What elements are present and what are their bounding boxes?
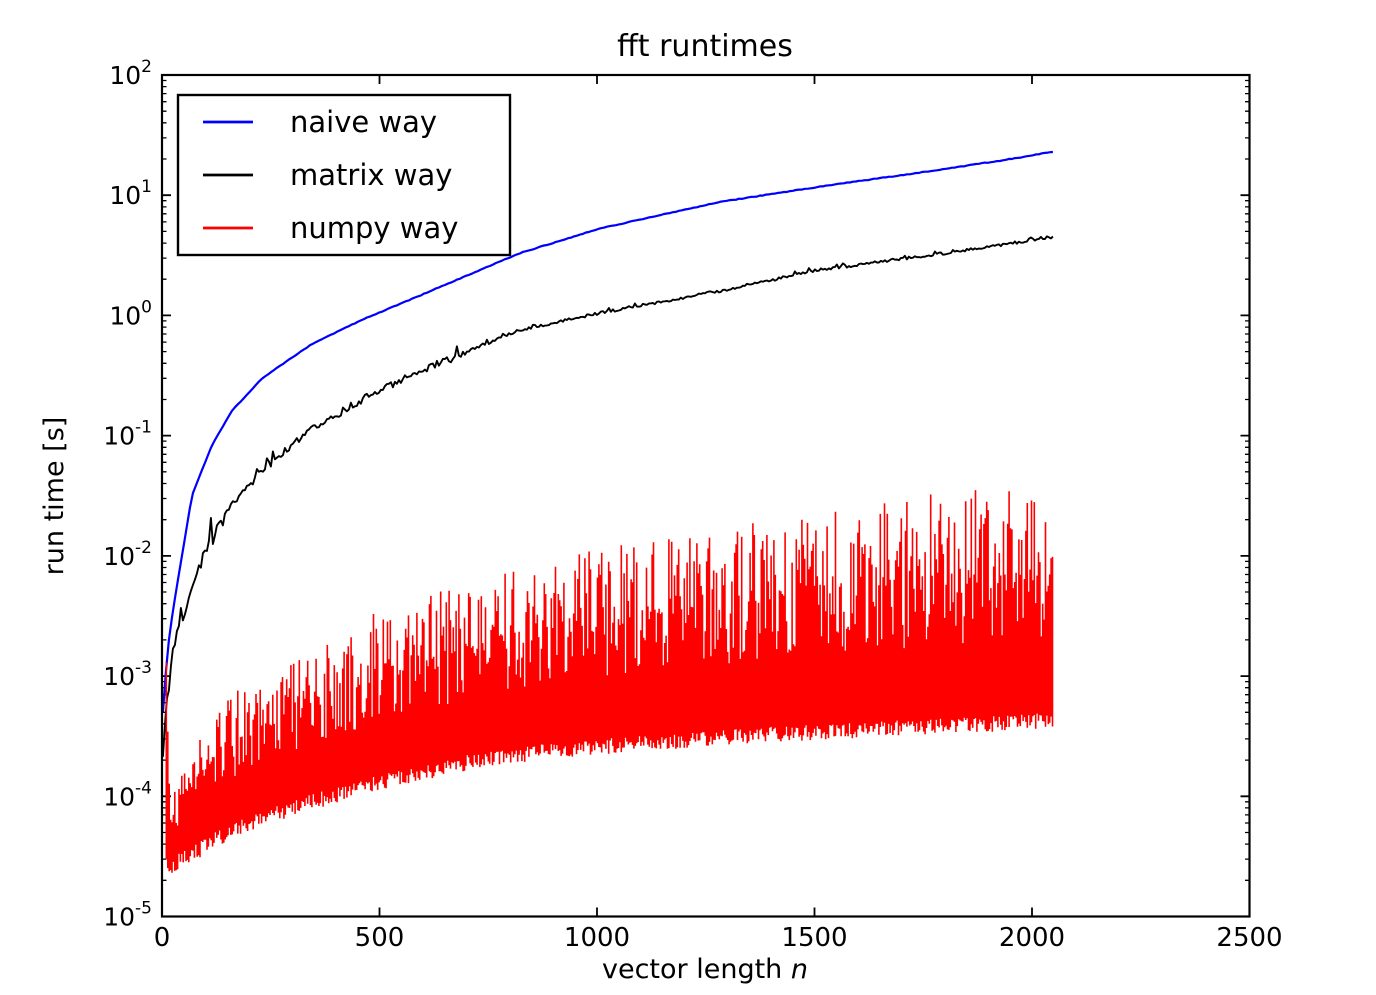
- x-axis-label: vector length n: [602, 954, 808, 985]
- y-tick-label: 101: [109, 177, 152, 210]
- y-tick-label: 10-1: [103, 418, 152, 451]
- x-tick-label: 1500: [781, 923, 847, 953]
- y-tick-label: 10-4: [103, 778, 152, 811]
- x-tick-label: 2500: [1216, 923, 1282, 953]
- x-axis-label-text: vector length: [602, 954, 791, 985]
- legend-label-naive-way: naive way: [290, 105, 437, 139]
- y-axis-label: run time [s]: [39, 417, 70, 576]
- x-tick-label: 1000: [564, 923, 630, 953]
- x-tick-label: 2000: [999, 923, 1065, 953]
- y-tick-label: 100: [109, 297, 152, 330]
- legend-item-matrix-way: matrix way: [203, 158, 452, 192]
- series-layer: [162, 150, 1054, 873]
- y-tick-label: 10-3: [103, 658, 152, 691]
- y-tick-label: 102: [109, 57, 152, 90]
- plot-content: 0 500 1000 1500 2000 2500 102 101 100 10-1 10-2 10-…: [103, 57, 1282, 953]
- matrix-way-line: [162, 235, 1054, 757]
- legend: naive way matrix way numpy way: [176, 93, 512, 257]
- legend-label-matrix-way: matrix way: [290, 158, 452, 192]
- x-axis-label-math-n: n: [791, 954, 808, 985]
- y-tick-label: 10-2: [103, 538, 152, 571]
- legend-item-numpy-way: numpy way: [203, 211, 458, 245]
- legend-item-naive-way: naive way: [203, 105, 437, 139]
- chart-title: fft runtimes: [617, 29, 793, 64]
- numpy-way-trace: [165, 490, 1054, 873]
- x-tick-label: 0: [154, 923, 171, 953]
- legend-label-numpy-way: numpy way: [290, 211, 458, 245]
- axes-frame: [160, 73, 1251, 918]
- y-tick-label: 10-5: [103, 899, 152, 932]
- x-tick-label: 500: [355, 923, 405, 953]
- naive-way-line: [162, 150, 1053, 713]
